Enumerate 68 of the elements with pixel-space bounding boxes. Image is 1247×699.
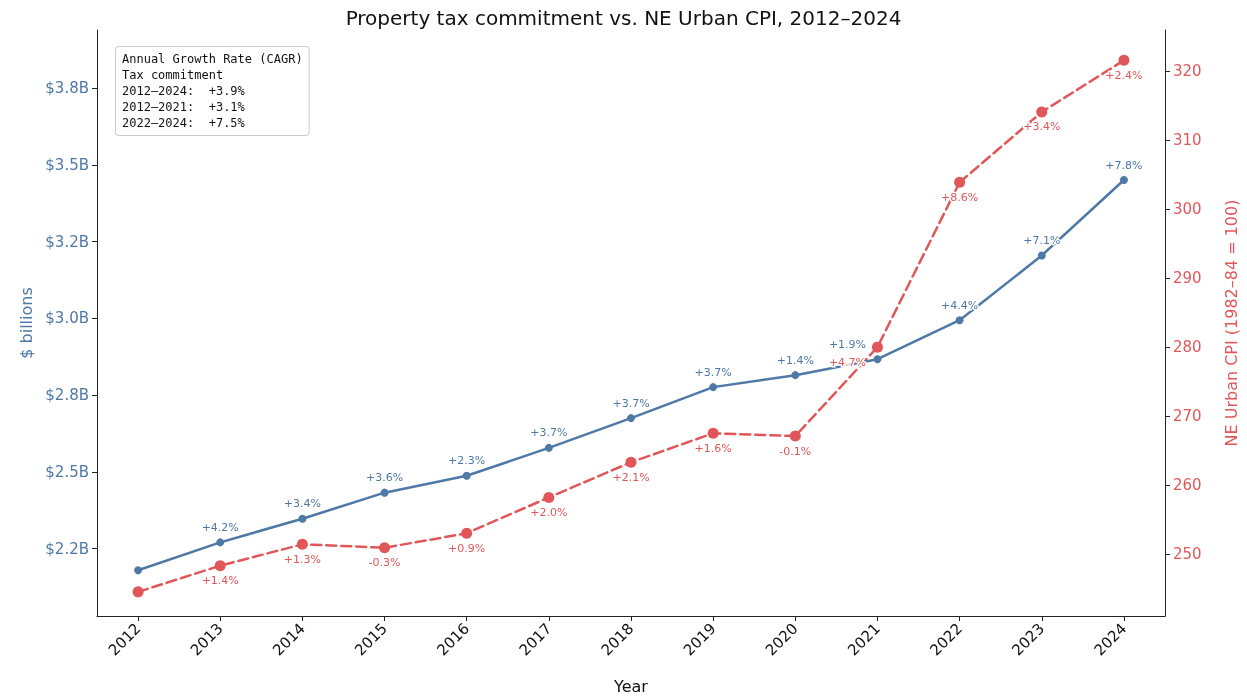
annotation: +8.6% [941,190,979,204]
annotation: +4.4% [941,298,979,312]
annotation: +3.7% [612,396,650,410]
y-tick-label: $3.2B [45,232,89,251]
point [543,491,555,503]
annotation: +2.4% [1105,68,1143,82]
point [1036,106,1048,118]
point [134,566,143,575]
point [1118,54,1130,66]
point [1037,251,1046,260]
annotation: +7.8% [1105,158,1143,172]
point [379,542,391,554]
annotation: +3.7% [530,426,568,440]
point [1119,176,1128,185]
point [871,341,883,353]
point [955,316,964,325]
point [214,560,226,572]
y2-tick-label: 270 [1173,407,1202,426]
y-tick-label: $2.5B [45,462,89,481]
annotation: +1.3% [283,552,321,566]
annotation: +0.9% [448,541,486,555]
annotation: +1.4% [776,353,814,367]
y-tick-label: $3.8B [45,79,89,98]
annotation: Annual Growth Rate (CAGR) Tax commitment 2012–2024: +3.9% 2012–2021: +3.1% 2022–2024: +7.5% [122,52,303,130]
point [296,538,308,550]
annotation: -0.3% [368,556,401,570]
y2-tick-label: 310 [1173,131,1202,150]
annotation: +4.2% [201,520,239,534]
y2-tick-label: 260 [1173,476,1202,495]
point [791,371,800,380]
annotation: +3.6% [365,471,404,485]
annotation: +3.7% [694,365,732,379]
annotation: +1.4% [201,574,239,588]
point [627,414,635,423]
annotation: +2.3% [448,454,486,468]
point [789,430,801,442]
point [709,383,718,392]
point [544,443,553,452]
y2-tick-label: 300 [1173,200,1202,219]
annotation: +3.4% [1023,120,1061,134]
y-tick-label: $3.5B [45,155,89,174]
chart-title: Property tax commitment vs. NE Urban CPI, 2012–2024 [345,6,902,30]
annotation: +2.1% [612,470,650,484]
annotation: +1.9% [828,337,867,351]
x-axis-title: Year [613,676,649,696]
point [461,527,473,539]
annotation: +3.4% [283,497,321,511]
point [873,355,882,364]
point [462,471,471,480]
y2-tick-label: 280 [1173,338,1202,357]
y-tick-label: $2.2B [45,539,89,558]
annotation: +2.0% [530,506,568,520]
annotation: +1.6% [694,441,732,455]
point [707,427,719,439]
y2-tick-label: 290 [1173,269,1202,288]
y2-tick-label: 320 [1173,62,1202,81]
y-axis-title: $ billions [16,287,36,359]
y2-tick-label: 250 [1173,544,1202,563]
y2-axis-title: NE Urban CPI (1982–84 = 100) [1221,199,1241,447]
point [132,586,144,598]
point [625,456,637,468]
y-tick-label: $2.8B [45,386,89,405]
point [216,538,225,547]
point [954,176,966,188]
point [298,514,307,523]
point [380,488,389,497]
annotation: -0.1% [779,444,812,458]
y-tick-label: $3.0B [45,309,89,328]
